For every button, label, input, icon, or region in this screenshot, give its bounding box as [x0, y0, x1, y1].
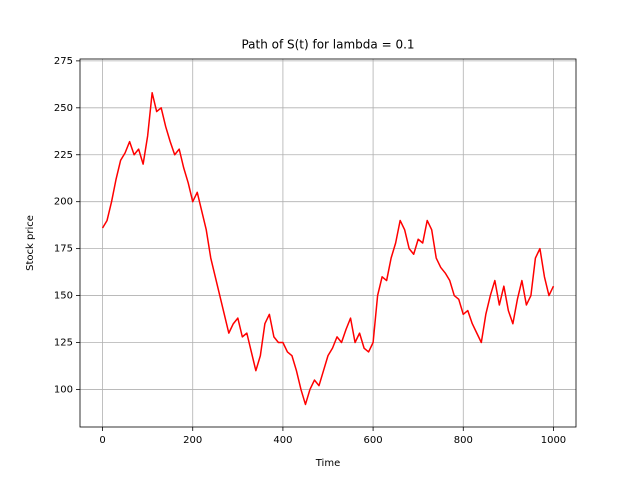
y-tick-label: 250 — [54, 103, 73, 114]
x-tick-label: 800 — [454, 435, 473, 446]
x-axis-label: Time — [315, 458, 340, 469]
y-axis-label: Stock price — [25, 215, 36, 271]
x-tick-label: 600 — [364, 435, 383, 446]
y-tick-label: 200 — [54, 197, 73, 208]
data-line — [101, 92, 555, 406]
y-tick-label: 125 — [54, 338, 73, 349]
plot-frame — [79, 58, 577, 428]
y-tick-label: 175 — [54, 244, 73, 255]
x-tick-label: 400 — [273, 435, 292, 446]
x-tick-label: 0 — [99, 435, 105, 446]
y-tick-label: 225 — [54, 150, 73, 161]
chart-title: Path of S(t) for lambda = 0.1 — [241, 38, 414, 52]
x-tick-label: 1000 — [541, 435, 566, 446]
y-tick-label: 150 — [54, 291, 73, 302]
x-tick-label: 200 — [183, 435, 202, 446]
y-tick-label: 275 — [54, 56, 73, 67]
y-tick-label: 100 — [54, 384, 73, 395]
